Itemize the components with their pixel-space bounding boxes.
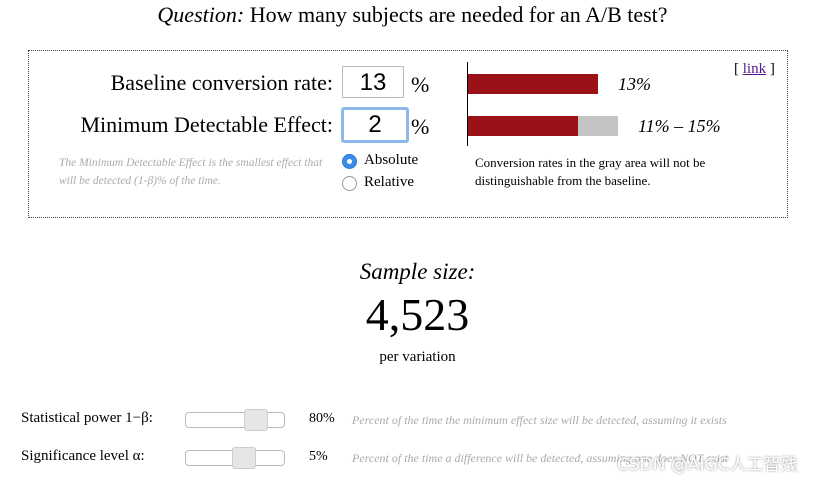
setting-value: 5% xyxy=(309,449,328,464)
radio-dot xyxy=(347,159,352,164)
title-text: How many subjects are needed for an A/B … xyxy=(249,2,668,27)
result-heading: Sample size: xyxy=(359,259,476,284)
radio-label: Relative xyxy=(364,174,414,190)
axis-line xyxy=(467,62,468,146)
range-gray-bar xyxy=(578,116,618,136)
mde-note: The Minimum Detectable Effect is the sma… xyxy=(59,157,323,187)
mde-unit: % xyxy=(411,114,430,139)
title: Question: How many subjects are needed f… xyxy=(0,2,825,28)
link-wrap: [ link ] xyxy=(734,61,775,78)
result-value: 4,523 xyxy=(365,289,470,340)
input-panel xyxy=(28,50,788,218)
setting-note: Percent of the time the minimum effect s… xyxy=(352,413,727,427)
bracket: ] xyxy=(769,61,775,77)
range-label: 11% – 15% xyxy=(638,116,721,136)
result-caption: per variation xyxy=(379,349,456,365)
slider-thumb[interactable] xyxy=(244,409,268,431)
baseline-label: Baseline conversion rate: xyxy=(110,70,333,95)
mde-input[interactable]: 2 xyxy=(341,107,409,143)
range-low-bar xyxy=(468,116,578,136)
setting-label: Significance level α: xyxy=(21,448,145,464)
link[interactable]: link xyxy=(742,61,767,77)
baseline-unit: % xyxy=(411,72,430,97)
baseline-input[interactable]: 13 xyxy=(342,66,404,98)
setting-note: Percent of the time a difference will be… xyxy=(352,451,729,465)
watermark: CSDN @AIGC人工智残 xyxy=(617,455,798,475)
slider-track[interactable] xyxy=(185,409,285,431)
slider-track[interactable] xyxy=(185,447,285,469)
slider-thumb[interactable] xyxy=(232,447,256,469)
baseline-bar-label: 13% xyxy=(618,74,651,94)
radio[interactable] xyxy=(342,154,357,169)
radio-label: Absolute xyxy=(364,152,419,168)
bracket: [ xyxy=(734,61,739,77)
radio[interactable] xyxy=(342,176,357,191)
mde-label: Minimum Detectable Effect: xyxy=(80,112,333,137)
setting-label: Statistical power 1−β: xyxy=(21,410,153,426)
title-lead: Question: xyxy=(157,2,245,27)
bars-note: Conversion rates in the gray area will n… xyxy=(475,155,706,188)
baseline-bar xyxy=(468,74,598,94)
setting-value: 80% xyxy=(309,411,335,426)
